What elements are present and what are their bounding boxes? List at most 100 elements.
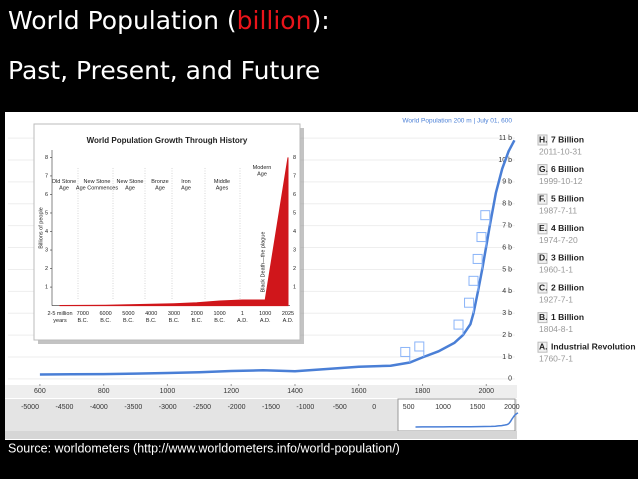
chart-subtitle: World Population 200 m | July 01, 600 [402, 118, 512, 125]
overview-tick-label: -4000 [90, 404, 108, 411]
legend-label: 7 Billion [551, 134, 584, 144]
scrollbar[interactable] [5, 431, 517, 439]
legend-date: 1999-10-12 [539, 176, 583, 186]
inset-y-tick-label: 3 [45, 247, 48, 253]
x-tick-label: 1000 [160, 388, 176, 395]
inset-x-tick-label: 3000 B.C. [168, 311, 180, 324]
x-tick-label: 600 [34, 388, 46, 395]
era-label: Iron Age [181, 179, 191, 192]
event-flag[interactable] [468, 275, 479, 286]
era-label: Bronze Age [151, 179, 168, 192]
legend-letter: F. [539, 193, 546, 203]
inset-x-tick-label: 1 A.D. [237, 311, 248, 324]
legend-date: 1974-7-20 [539, 235, 578, 245]
legend-date: 1927-7-1 [539, 294, 573, 304]
inset-x-tick-label: 2025 A.D. [282, 311, 294, 324]
overview-tick-label: -5000 [21, 404, 39, 411]
inset-y-tick-label-right: 1 [293, 285, 296, 291]
era-label: New Stone Age Commences [76, 179, 118, 192]
legend-label: 5 Billion [551, 193, 584, 203]
legend-date: 1960-1-1 [539, 265, 573, 275]
inset-y-tick-label-right: 7 [293, 173, 296, 179]
legend-letter-box [537, 223, 548, 235]
inset-area [59, 157, 289, 307]
overview-tick-label: -3500 [124, 404, 142, 411]
legend-label: 2 Billion [551, 282, 584, 292]
x-tick-label: 1200 [223, 388, 239, 395]
inset-x-tick-label: 7000 B.C. [77, 311, 89, 324]
overview-tick-label: -4500 [55, 404, 73, 411]
legend-date: 1987-7-11 [539, 205, 577, 215]
y-tick-label: 1 b [502, 354, 512, 361]
overview-tick-label: -3000 [159, 404, 177, 411]
x-tick-label: 1600 [351, 388, 367, 395]
event-flag[interactable] [453, 319, 464, 330]
overview-tick-label: -1500 [262, 404, 280, 411]
data-line [39, 139, 516, 376]
legend-letter-box [537, 134, 548, 146]
legend-date: 2011-10-31 [539, 146, 582, 156]
legend-letter: D. [539, 253, 548, 263]
inset-x-tick-label: 6000 B.C. [99, 311, 111, 324]
overview-tick-label: 1500 [470, 404, 486, 411]
y-tick-label: 4 b [502, 288, 512, 295]
overview-tick-label: -2000 [228, 404, 246, 411]
inset-y-tick-label-right: 5 [293, 210, 296, 216]
event-flag[interactable] [476, 232, 487, 243]
legend-letter: H. [539, 134, 548, 144]
inset-y-tick-label-right: 6 [293, 192, 296, 198]
legend-letter-box [537, 282, 548, 294]
inset-y-tick-label: 8 [45, 155, 48, 161]
x-tick-label: 2000 [479, 388, 495, 395]
legend-label: 3 Billion [551, 253, 584, 263]
event-flag[interactable] [472, 253, 483, 264]
legend-letter: A. [539, 341, 548, 351]
overview-tick-label: 1000 [435, 404, 451, 411]
legend-label: 6 Billion [551, 164, 584, 174]
x-tick-label: 1800 [415, 388, 431, 395]
title-highlight: billion [237, 6, 312, 35]
inset-title: World Population Growth Through History [87, 136, 248, 145]
overview-tick-label: 2000 [504, 404, 520, 411]
x-axis-band [5, 385, 517, 398]
y-tick-label: 2 b [502, 332, 512, 339]
event-flag[interactable] [480, 210, 491, 221]
y-tick-label: 3 b [502, 310, 512, 317]
slide-title-line2: Past, Present, and Future [8, 56, 320, 85]
inset-y-tick-label-right: 8 [293, 155, 296, 161]
legend-letter: E. [539, 223, 547, 233]
event-flag[interactable] [464, 297, 475, 308]
y-tick-label: 5 b [502, 266, 512, 273]
inset-y-tick-label: 4 [45, 229, 48, 235]
inset-x-tick-label: 1000 B.C. [213, 311, 225, 324]
event-flag[interactable] [400, 346, 411, 357]
legend-letter-box [537, 164, 548, 176]
x-tick-label: 800 [98, 388, 110, 395]
y-tick-label: 0 [508, 376, 512, 383]
era-label: Middle Ages [214, 179, 230, 192]
inset-chart: World Population Growth Through History B… [33, 123, 304, 344]
inset-y-tick-label: 6 [45, 192, 48, 198]
title-text: ): [311, 6, 329, 35]
event-flag[interactable] [414, 341, 425, 352]
source-note: Source: worldometers (http://www.worldom… [8, 441, 400, 455]
inset-y-tick-label: 5 [45, 210, 48, 216]
y-tick-label: 7 b [502, 223, 512, 230]
inset-y-tick-label-right: 3 [293, 247, 296, 253]
legend-label: 1 Billion [551, 312, 584, 322]
legend-label: 4 Billion [551, 223, 584, 233]
overview-tick-label: -2500 [193, 404, 211, 411]
inset-x-tick-label: 4000 B.C. [145, 311, 157, 324]
legend-date: 1804-8-1 [539, 324, 573, 334]
legend-label: Industrial Revolution [551, 341, 636, 351]
inset-x-tick-label: 1000 A.D. [259, 311, 271, 324]
y-tick-label: 8 b [502, 201, 512, 208]
y-tick-label: 11 b [499, 135, 512, 142]
era-label: Modern Age [253, 165, 272, 178]
inset-x-tick-label: 5000 B.C. [122, 311, 134, 324]
inset-y-tick-label: 7 [45, 173, 48, 179]
legend-letter-box [537, 341, 548, 353]
inset-annotation: Black Death—the plague [260, 232, 266, 293]
y-tick-label: 9 b [502, 179, 512, 186]
title-text: World Population ( [8, 6, 237, 35]
